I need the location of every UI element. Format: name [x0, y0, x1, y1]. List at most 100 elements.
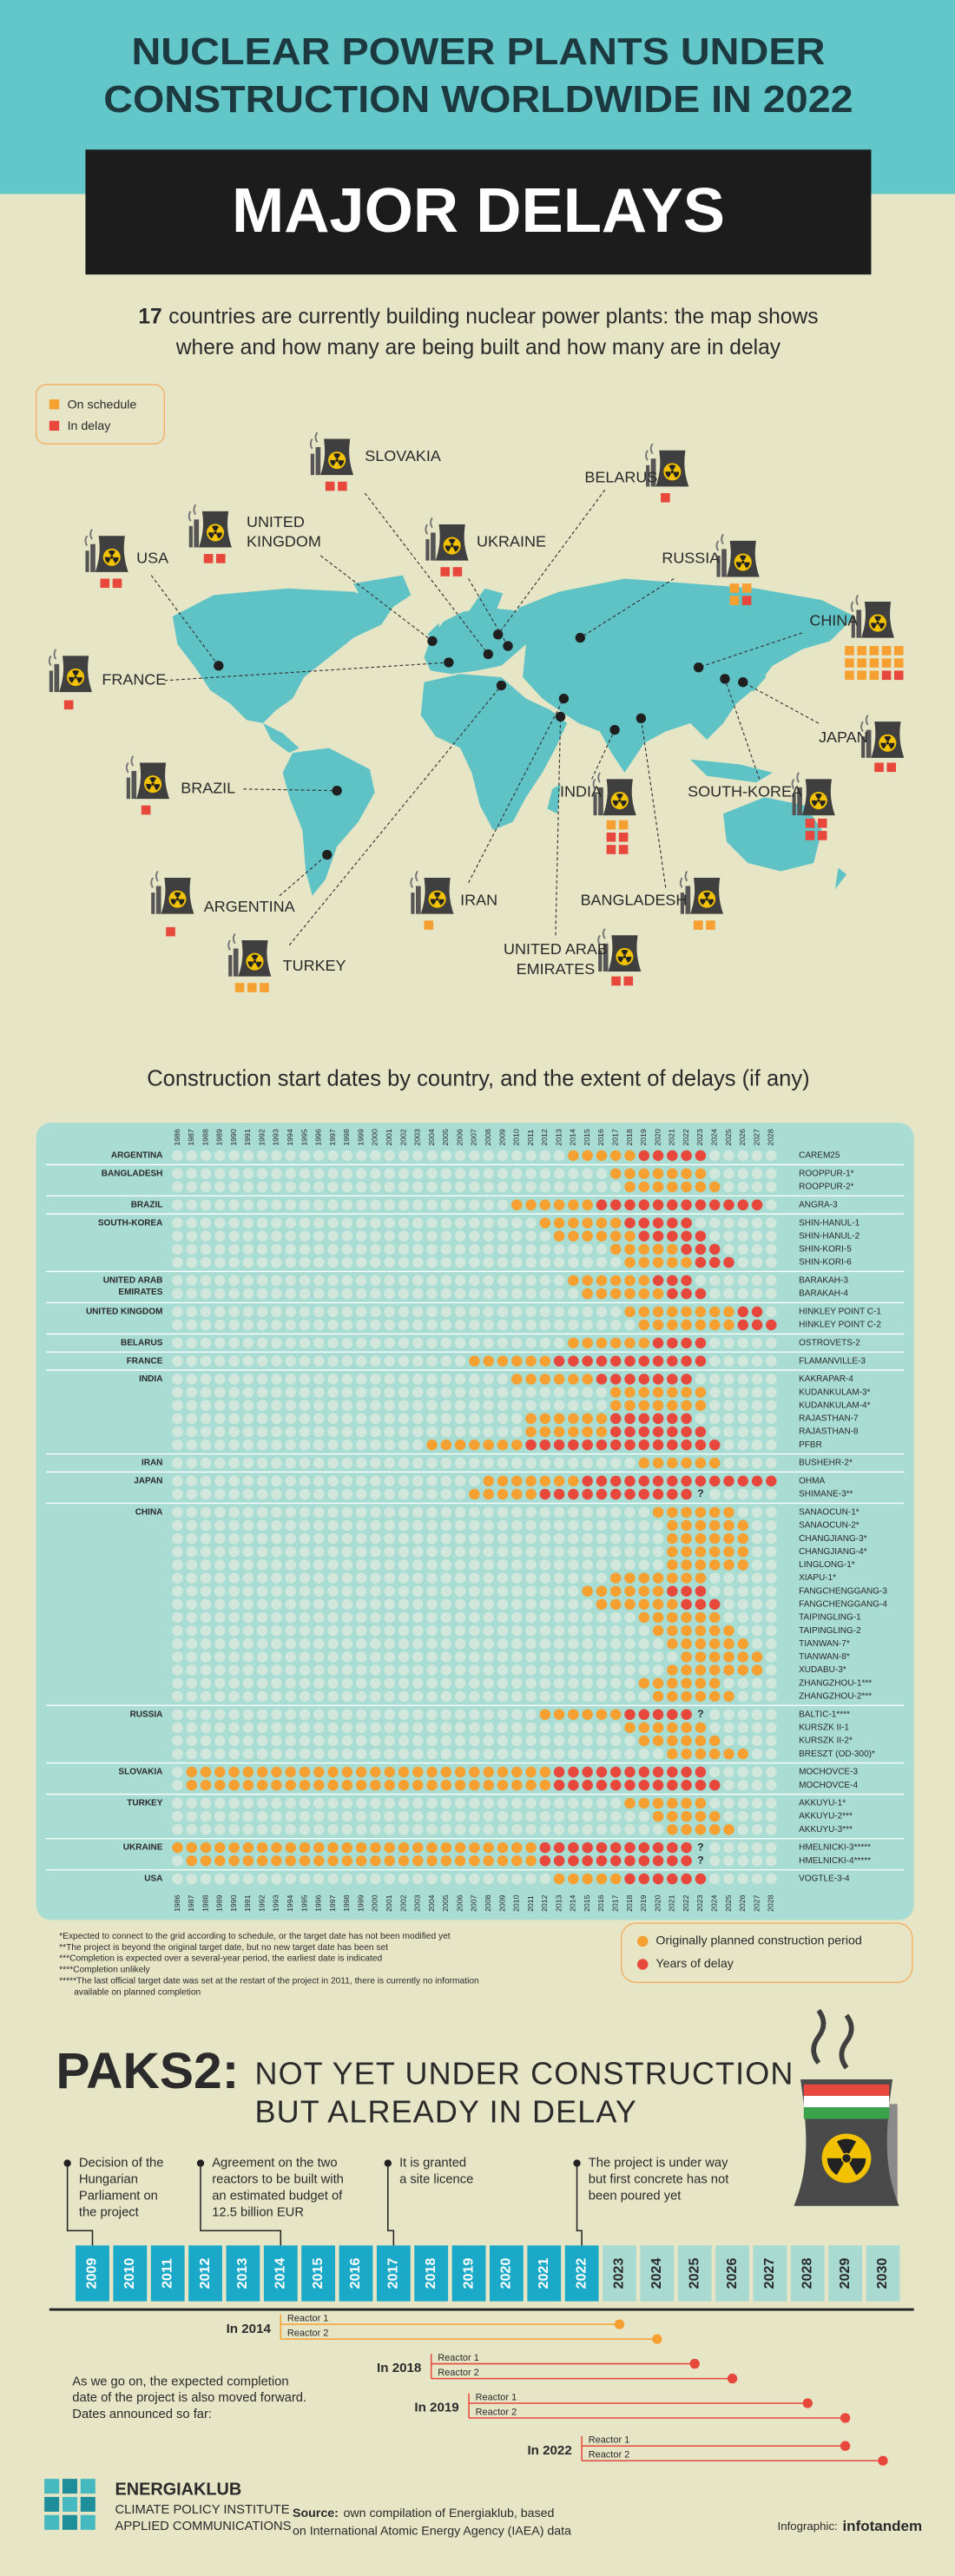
year-dot	[172, 1766, 183, 1778]
year-dot	[214, 1337, 226, 1349]
year-dot	[370, 1256, 381, 1268]
year-dot	[469, 1664, 480, 1676]
year-dot	[214, 1400, 226, 1412]
year-dot	[228, 1519, 240, 1532]
planned-dot	[553, 1217, 565, 1229]
year-dot	[737, 1841, 749, 1854]
delay-dot	[681, 1243, 692, 1255]
delay-dot	[681, 1413, 692, 1425]
year-dot	[737, 1400, 749, 1412]
reactor-label: MOCHOVCE-3	[799, 1768, 858, 1777]
year-dot	[412, 1199, 424, 1211]
delay-dot	[609, 1488, 622, 1500]
planned-dot	[469, 1439, 480, 1451]
year-dot	[766, 1256, 777, 1268]
year-dot	[751, 1275, 763, 1287]
year-dot	[256, 1559, 268, 1571]
year-dot	[172, 1475, 183, 1487]
year-dot	[469, 1532, 480, 1545]
year-label: 1988	[201, 1129, 209, 1145]
planned-dot	[723, 1532, 734, 1545]
reactor-label: TIANWAN-8*	[799, 1652, 850, 1662]
year-label: 2015	[583, 1129, 591, 1145]
year-dot	[299, 1722, 311, 1734]
year-dot	[469, 1519, 480, 1532]
year-dot	[723, 1355, 734, 1367]
reactor-label: MOCHOVCE-4	[799, 1781, 858, 1790]
timeline-year: 2030	[874, 2257, 890, 2289]
delay-dot	[638, 1374, 650, 1385]
planned-dot	[638, 1319, 650, 1331]
year-dot	[214, 1651, 226, 1663]
planned-dot	[568, 1217, 579, 1229]
year-dot	[242, 1506, 254, 1519]
year-dot	[384, 1797, 395, 1809]
country-label: RUSSIA	[130, 1710, 163, 1719]
year-dot	[511, 1638, 523, 1650]
year-dot	[525, 1748, 537, 1760]
year-dot	[539, 1337, 551, 1349]
year-dot	[497, 1400, 509, 1412]
year-dot	[525, 1506, 537, 1519]
year-dot	[186, 1275, 198, 1287]
year-label: 2027	[752, 1129, 761, 1145]
year-dot	[214, 1256, 226, 1268]
planned-dot	[553, 1199, 565, 1211]
planned-dot	[681, 1559, 692, 1571]
planned-dot	[214, 1855, 226, 1867]
year-dot	[525, 1810, 537, 1822]
year-dot	[299, 1651, 311, 1663]
planned-dot	[412, 1766, 424, 1778]
year-label: 2009	[497, 1894, 506, 1911]
delay-dot	[624, 1779, 636, 1791]
year-dot	[568, 1624, 579, 1637]
year-dot	[327, 1288, 339, 1300]
year-dot	[172, 1722, 183, 1734]
year-dot	[370, 1168, 381, 1180]
year-dot	[398, 1611, 410, 1624]
delay-dot	[539, 1841, 551, 1854]
year-dot	[511, 1611, 523, 1624]
reactor-label: HINKLEY POINT C-1	[799, 1308, 881, 1317]
delay-dot	[652, 1779, 664, 1791]
delay-dot	[751, 1319, 763, 1331]
year-dot	[695, 1374, 707, 1385]
year-dot	[327, 1217, 339, 1229]
year-label: 2023	[695, 1894, 704, 1911]
planned-dot	[285, 1766, 296, 1778]
planned-dot	[299, 1766, 311, 1778]
year-dot	[214, 1638, 226, 1650]
year-dot	[539, 1181, 551, 1193]
planned-dot	[624, 1572, 636, 1584]
year-dot	[172, 1624, 183, 1637]
timeline-year: 2024	[649, 2257, 664, 2289]
year-dot	[256, 1275, 268, 1287]
year-dot	[483, 1585, 494, 1597]
country-location	[496, 680, 507, 691]
planned-dot	[695, 1651, 707, 1663]
year-dot	[256, 1230, 268, 1242]
year-dot	[384, 1690, 395, 1703]
planned-dot	[667, 1387, 678, 1398]
year-dot	[426, 1638, 438, 1650]
year-dot	[242, 1475, 254, 1487]
year-dot	[426, 1664, 438, 1676]
year-dot	[313, 1319, 325, 1331]
year-dot	[285, 1611, 296, 1624]
reactor-label: HMELNICKI-3*****	[799, 1843, 871, 1853]
year-dot	[285, 1748, 296, 1760]
year-dot	[723, 1572, 734, 1584]
year-dot	[172, 1873, 183, 1885]
planned-dot	[667, 1797, 678, 1809]
planned-dot	[327, 1779, 339, 1791]
planned-dot	[469, 1779, 480, 1791]
planned-dot	[228, 1766, 240, 1778]
year-dot	[228, 1823, 240, 1835]
year-dot	[313, 1519, 325, 1532]
year-label: 1992	[257, 1894, 266, 1911]
timeline-year-box	[490, 2245, 524, 2302]
year-dot	[723, 1426, 734, 1438]
year-dot	[341, 1426, 353, 1438]
delay-dot	[667, 1585, 678, 1597]
